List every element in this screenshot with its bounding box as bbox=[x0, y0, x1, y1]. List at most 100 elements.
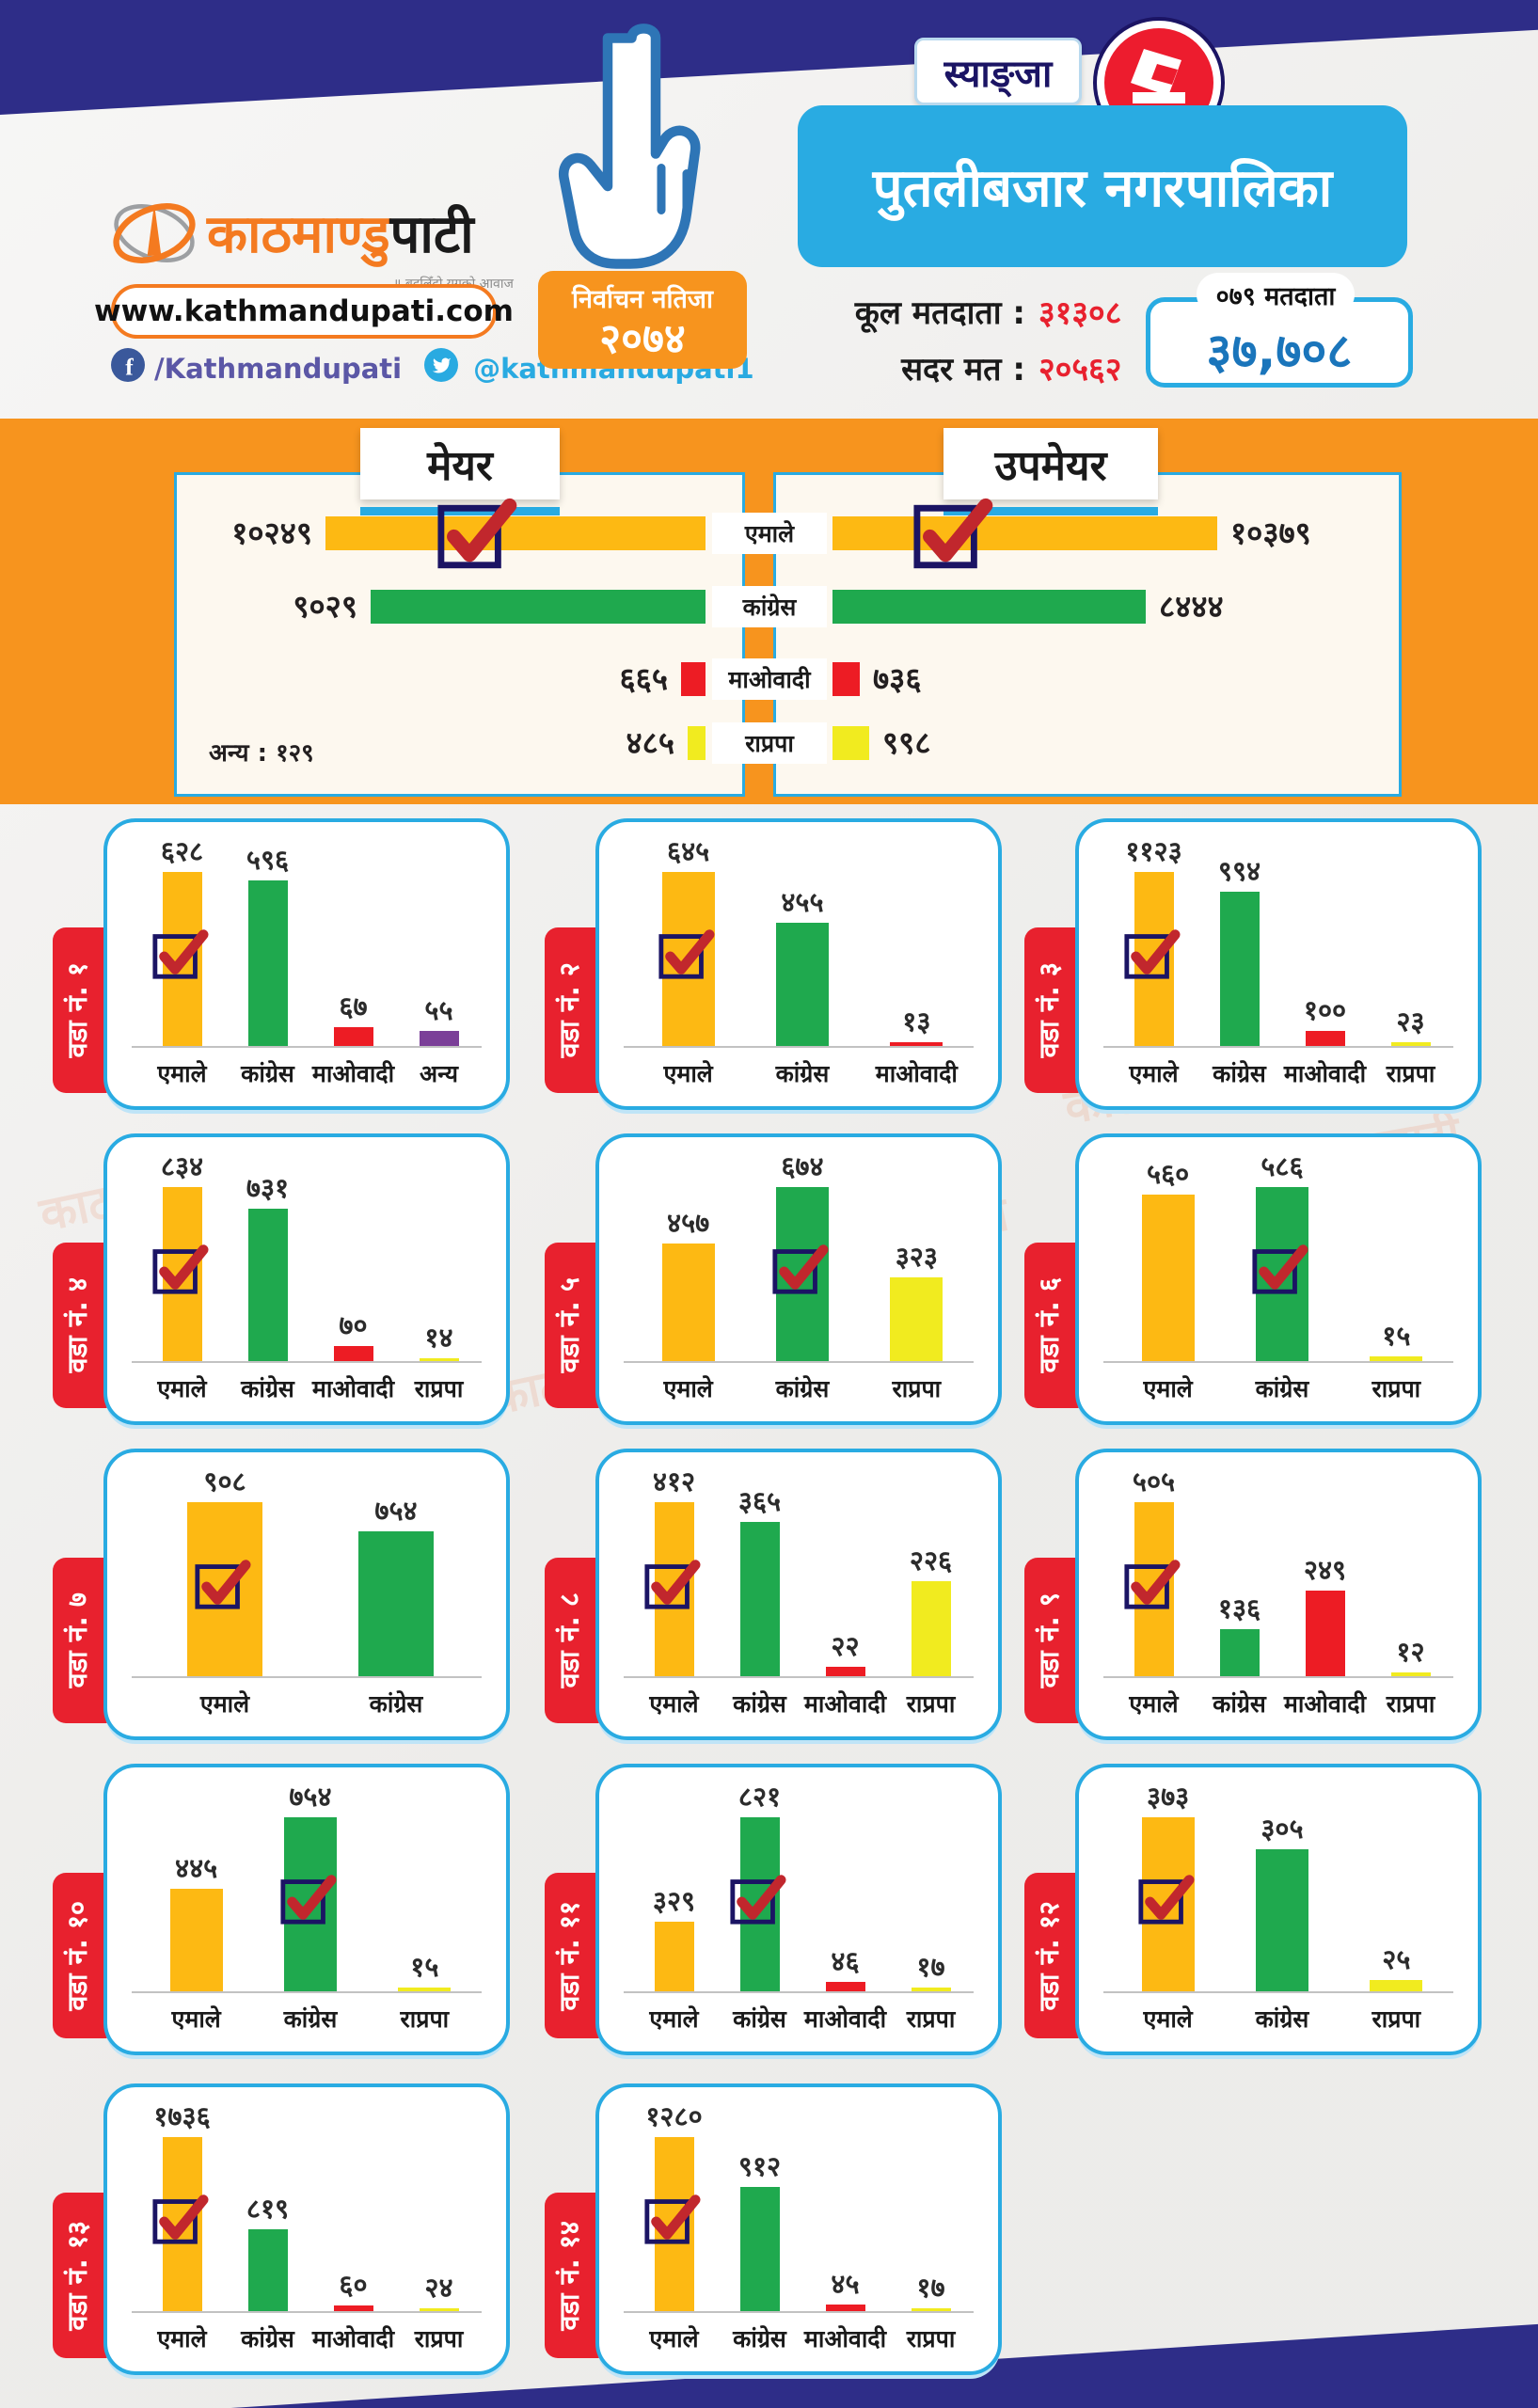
ward-bar-value: १५ bbox=[410, 1951, 439, 1983]
ward-bar-label: कांग्रेस bbox=[241, 1375, 294, 1402]
election-badge-line2: २०७४ bbox=[599, 314, 686, 363]
ward-bar-value: १३६ bbox=[1217, 1592, 1261, 1624]
deputy-mayor-title: उपमेयर bbox=[943, 428, 1158, 499]
ward-bar-label: अन्य bbox=[420, 1060, 458, 1087]
ward-bar-value: ५०५ bbox=[1132, 1465, 1176, 1497]
ward-winner-check bbox=[728, 1869, 786, 1927]
mayor-bar-value: ४८५ bbox=[626, 724, 674, 761]
ward-bar-value: ५९६ bbox=[246, 844, 290, 876]
ward-winner-check bbox=[657, 924, 715, 982]
total-voters-row: कूल मतदाता : ३१३०८ bbox=[790, 290, 1122, 333]
ward-bar-label: कांग्रेस bbox=[775, 1060, 830, 1087]
ward-bar-कांग्रेस bbox=[247, 1209, 288, 1361]
ward-bar-value: २४९ bbox=[1303, 1554, 1347, 1586]
ward-baseline bbox=[1103, 1046, 1453, 1048]
total-voters-value: ३१३०८ bbox=[1039, 294, 1122, 332]
ward-chart-2: ६४५ एमाले ४५५ कांग्रेस १३ माओवादी bbox=[595, 818, 1002, 1110]
ward-tab-label: वडा नं. ७ bbox=[61, 1592, 93, 1688]
deputy-mayor-title-text: उपमेयर bbox=[994, 442, 1107, 490]
ward-bar-राप्रपा bbox=[1370, 1980, 1423, 1991]
ward-bar-label: एमाले bbox=[1143, 1375, 1193, 1402]
deputy-winner-check bbox=[911, 484, 993, 578]
top-navy-band bbox=[0, 0, 1538, 115]
ward-bar-माओवादी bbox=[825, 1982, 865, 1991]
ward-bar-माओवादी bbox=[825, 2305, 865, 2311]
ward-chart-4: ८३४ एमाले ७३१ कांग्रेस ७० माओवादी १४ राप्रपा bbox=[103, 1133, 510, 1425]
ward-bar-label: एमाले bbox=[649, 2325, 699, 2353]
voters-2079-count: ३७,७०८ bbox=[1206, 324, 1353, 380]
ward-bar-label: कांग्रेस bbox=[283, 2005, 338, 2033]
ward-bar-value: १३ bbox=[902, 1006, 931, 1038]
ward-chart-14: १२८० एमाले ९१२ कांग्रेस ४५ माओवादी १७ राप्रपा bbox=[595, 2083, 1002, 2375]
ward-bar-label: माओवादी bbox=[875, 1060, 958, 1087]
ward-bar-label: माओवादी bbox=[803, 1690, 887, 1718]
election-year-badge: निर्वाचन नतिजा २०७४ bbox=[538, 271, 747, 369]
mayor-bar bbox=[681, 662, 706, 696]
ward-winner-check bbox=[151, 924, 209, 982]
ward-bar-label: राप्रपा bbox=[414, 2325, 464, 2353]
ward-bar-कांग्रेस bbox=[247, 2229, 288, 2311]
deputy-bar bbox=[832, 590, 1146, 624]
deputy-bar bbox=[832, 726, 869, 760]
ward-bar-value: ५८६ bbox=[1261, 1150, 1304, 1182]
ward-bar-value: ९१२ bbox=[737, 2150, 782, 2182]
ward-winner-check bbox=[151, 2189, 209, 2247]
ward-bar-value: ३७३ bbox=[1147, 1781, 1190, 1813]
ward-bar-label: माओवादी bbox=[803, 2325, 887, 2353]
ward-bar-label: कांग्रेस bbox=[1255, 2005, 1309, 2033]
ward-bar-label: कांग्रेस bbox=[1213, 1690, 1266, 1718]
ward-tab-label: वडा नं. ६ bbox=[1033, 1277, 1065, 1373]
deputy-bar-value: ७३६ bbox=[873, 660, 922, 697]
voting-hand-icon bbox=[557, 19, 726, 292]
ward-bar-value: ७५४ bbox=[374, 1495, 418, 1527]
ward-bar-राप्रपा bbox=[890, 1277, 943, 1361]
ward-bar-कांग्रेस bbox=[358, 1531, 434, 1676]
ward-bar-value: २५ bbox=[1382, 1943, 1411, 1975]
ward-bar-label: एमाले bbox=[1129, 1690, 1179, 1718]
ward-bar-label: कांग्रेस bbox=[775, 1375, 830, 1402]
ward-bar-label: राप्रपा bbox=[906, 2325, 956, 2353]
ward-chart-12: ३७३ एमाले ३०५ कांग्रेस २५ राप्रपा bbox=[1075, 1764, 1482, 2055]
ward-bar-माओवादी bbox=[333, 2305, 373, 2311]
ward-bar-value: ८१९ bbox=[246, 2193, 290, 2225]
facebook-handle[interactable]: /Kathmandupati bbox=[154, 352, 403, 385]
ward-bar-राप्रपा bbox=[419, 2308, 459, 2311]
ward-bar-एमाले bbox=[654, 1922, 694, 1991]
voters-2079-label: ०७९ मतदाता bbox=[1197, 273, 1355, 316]
ward-bar-value: ४४५ bbox=[175, 1852, 218, 1884]
ward-bar-राप्रपा bbox=[911, 1988, 951, 1991]
twitter-icon[interactable] bbox=[424, 348, 459, 388]
facebook-icon[interactable]: f bbox=[111, 348, 145, 388]
mayor-bar-value: १०२४९ bbox=[231, 515, 312, 551]
ward-bar-value: ७० bbox=[339, 1309, 368, 1341]
ward-bar-राप्रपा bbox=[1370, 1356, 1423, 1361]
total-voters-label: कूल मतदाता : bbox=[854, 294, 1025, 332]
ward-tab-label: वडा नं. ९ bbox=[1033, 1592, 1065, 1688]
ward-bar-value: १२८० bbox=[645, 2100, 703, 2132]
ward-bar-label: कांग्रेस bbox=[733, 2005, 786, 2033]
ward-bar-value: ९९४ bbox=[1217, 855, 1261, 887]
ward-chart-11: ३२९ एमाले ८२१ कांग्रेस ४६ माओवादी १७ राप्रपा bbox=[595, 1764, 1002, 2055]
ward-tab-label: वडा नं. १२ bbox=[1033, 1900, 1065, 2011]
deputy-bar bbox=[832, 662, 860, 696]
ward-bar-value: ६७ bbox=[339, 990, 368, 1022]
deputy-bar-value: ९९८ bbox=[882, 724, 931, 761]
ward-bar-value: ८२१ bbox=[737, 1781, 782, 1813]
voters-2079-text: ०७९ मतदाता bbox=[1215, 281, 1336, 311]
ward-bar-value: १७ bbox=[916, 2272, 945, 2304]
ward-bar-label: माओवादी bbox=[1283, 1060, 1367, 1087]
ward-bar-माओवादी bbox=[333, 1346, 373, 1361]
ward-bar-कांग्रेस bbox=[739, 1522, 780, 1676]
website-link[interactable]: www.kathmandupati.com bbox=[94, 284, 514, 339]
ward-bar-कांग्रेस bbox=[776, 923, 829, 1046]
mayor-deputy-section: मेयर उपमेयर अन्य : १२९ एमाले १०२४९ १०३७९ का… bbox=[0, 419, 1538, 804]
ward-bar-label: एमाले bbox=[199, 1690, 250, 1718]
ward-baseline bbox=[132, 1676, 482, 1678]
brand-name: काठमाण्डुपाटी bbox=[207, 204, 474, 265]
mayor-bar-value: ९०२९ bbox=[293, 588, 357, 625]
ward-bar-value: १०० bbox=[1303, 994, 1347, 1026]
ward-baseline bbox=[132, 2311, 482, 2313]
ward-bar-value: ४५ bbox=[831, 2268, 860, 2300]
ward-baseline bbox=[624, 1676, 974, 1678]
ward-winner-check bbox=[1122, 1554, 1181, 1612]
